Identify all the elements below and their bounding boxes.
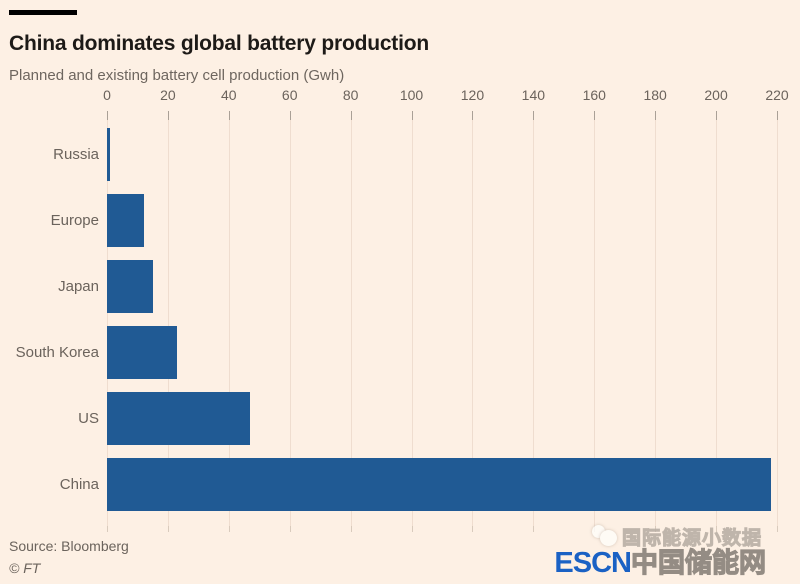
- tick-mark-bottom: [107, 526, 108, 532]
- axis-tick-label: 160: [582, 87, 606, 103]
- watermark-badge-icon: [591, 525, 618, 547]
- chart-title: China dominates global battery productio…: [9, 32, 429, 55]
- axis-tick-label: 20: [160, 87, 176, 103]
- tick-mark-top: [107, 111, 108, 120]
- watermark-line2: ESCN 中国储能网: [554, 541, 766, 580]
- grid-line: [472, 120, 474, 526]
- axis-tick-label: 100: [399, 87, 424, 103]
- category-label: South Korea: [15, 344, 99, 361]
- source-note: Source: Bloomberg: [9, 538, 129, 554]
- bar-russia: [107, 128, 111, 181]
- bar-row-us: US: [78, 392, 777, 445]
- grid-line: [228, 120, 230, 526]
- tick-mark-bottom: [289, 526, 291, 532]
- bar-row-south-korea: South Korea: [16, 326, 777, 379]
- bar-row-china: China: [60, 458, 777, 511]
- escn-chinese-name: 中国储能网: [630, 547, 766, 578]
- grid-line: [777, 120, 778, 526]
- category-label: Europe: [50, 212, 99, 229]
- tick-mark-top: [655, 111, 657, 120]
- axis-tick-label: 40: [221, 87, 237, 103]
- tick-mark-bottom: [472, 526, 474, 532]
- axis-tick-label: 200: [704, 87, 728, 103]
- grid-line: [716, 120, 718, 526]
- tick-mark-bottom: [533, 526, 535, 532]
- bar-south-korea: [107, 326, 178, 379]
- category-label: China: [59, 476, 99, 493]
- top-rule: [9, 10, 77, 15]
- tick-mark-bottom: [777, 526, 778, 532]
- ft-copyright: © FT: [9, 560, 41, 576]
- tick-mark-top: [350, 111, 352, 120]
- bar-china: [107, 458, 771, 511]
- grid-line: [594, 120, 596, 526]
- axis-tick-label: 220: [765, 87, 789, 103]
- axis-tick-label: 0: [103, 87, 111, 103]
- axis-tick-label: 140: [521, 87, 546, 103]
- tick-mark-top: [594, 111, 596, 120]
- bar-row-japan: Japan: [58, 260, 777, 313]
- bar-chart-plot: 0 20 40 60 80 100 120 140 160 180 200 220 Russia Euro…: [16, 87, 789, 532]
- tick-mark-top: [228, 111, 230, 120]
- bar-row-russia: Russia: [53, 128, 777, 181]
- tick-mark-top: [472, 111, 474, 120]
- tick-mark-top: [167, 111, 169, 120]
- tick-mark-bottom: [716, 526, 718, 532]
- tick-mark-top: [533, 111, 535, 120]
- axis-tick-label: 80: [342, 87, 359, 103]
- escn-logo: ESCN: [554, 547, 632, 579]
- category-label: Japan: [58, 278, 99, 295]
- tick-mark-bottom: [350, 526, 352, 532]
- grid-line: [167, 120, 169, 526]
- grid-line: [655, 120, 657, 526]
- tick-mark-bottom: [655, 526, 657, 532]
- tick-mark-top: [289, 111, 291, 120]
- chart-subtitle: Planned and existing battery cell produc…: [9, 67, 345, 84]
- watermark-line1: 国际能源小数据: [554, 524, 762, 549]
- category-label: US: [78, 410, 99, 427]
- grid-line: [289, 120, 291, 526]
- watermark: 国际能源小数据 ESCN 中国储能网: [554, 524, 767, 580]
- bar-japan: [107, 260, 153, 313]
- axis-tick-label: 180: [643, 87, 667, 103]
- axis-tick-label: 120: [460, 87, 485, 103]
- category-label: Russia: [53, 146, 99, 163]
- tick-mark-top: [716, 111, 718, 120]
- axis-tick-label: 60: [281, 87, 298, 103]
- bar-europe: [107, 194, 144, 247]
- bar-row-europe: Europe: [51, 194, 777, 247]
- watermark-text: 国际能源小数据: [621, 527, 762, 549]
- grid-line: [350, 120, 352, 526]
- tick-mark-top: [411, 111, 413, 120]
- tick-mark-bottom: [167, 526, 169, 532]
- grid-line: [411, 120, 413, 526]
- bar-us: [107, 392, 251, 445]
- grid-line: [107, 120, 108, 526]
- tick-mark-top: [777, 111, 778, 120]
- tick-mark-bottom: [228, 526, 230, 532]
- tick-mark-bottom: [411, 526, 413, 532]
- grid-line: [533, 120, 535, 526]
